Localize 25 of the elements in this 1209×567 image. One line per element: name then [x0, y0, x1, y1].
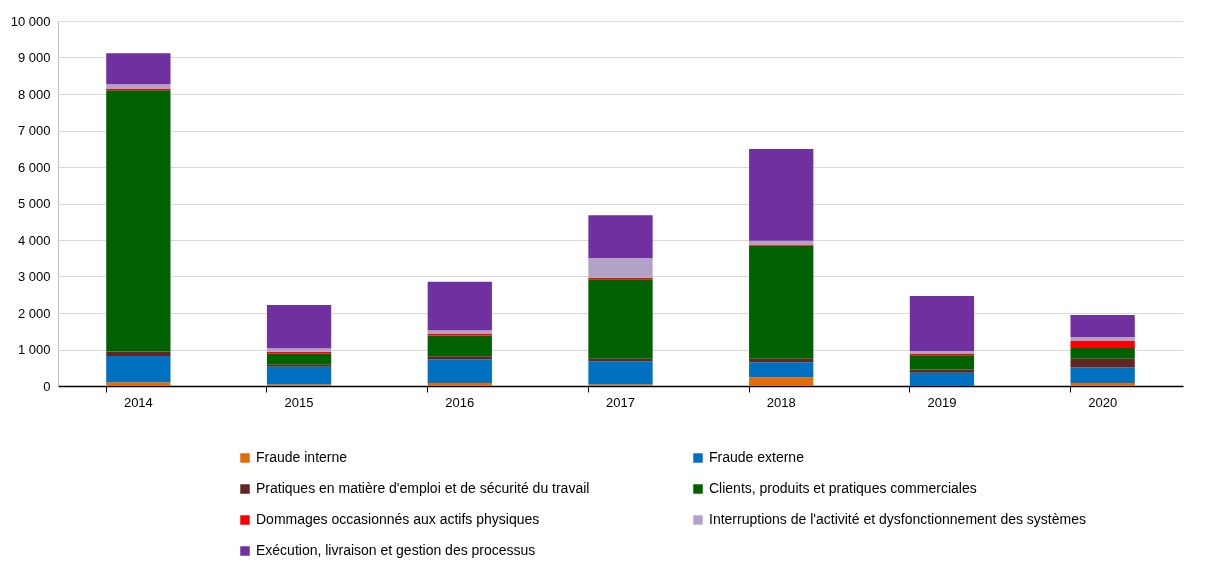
x-tick-label: 2017 [606, 394, 635, 410]
legend-label: Clients, produits et pratiques commerciales [709, 480, 977, 496]
y-tick-label: 7 000 [17, 123, 51, 138]
y-tick-label: 0 [43, 378, 51, 394]
legend-label: Dommages occasionnés aux actifs physiques [256, 511, 540, 527]
y-tick-label: 5 000 [17, 196, 51, 211]
y-tick-label: 10 000 [10, 13, 51, 29]
x-tick-label: 2018 [766, 394, 796, 410]
legend-label: Fraude interne [256, 449, 348, 465]
y-tick-label: 9 000 [17, 50, 51, 65]
y-tick-label: 3 000 [17, 269, 51, 284]
legend-label: Exécution, livraison et gestion des processus [256, 542, 536, 558]
x-tick-label: 2016 [445, 394, 475, 410]
y-tick-label: 4 000 [17, 232, 51, 248]
x-tick-label: 2019 [927, 394, 957, 410]
legend-label: Interruptions de l'activité et dysfonctionnement des systèmes [709, 511, 1086, 527]
legend-label: Pratiques en matière d'emploi et de sécurité du travail [256, 480, 590, 496]
y-tick-label: 6 000 [17, 159, 51, 175]
y-tick-label: 1 000 [17, 342, 51, 357]
y-tick-label: 8 000 [17, 86, 51, 102]
legend-label: Fraude externe [709, 449, 805, 465]
x-tick-label: 2020 [1088, 394, 1118, 410]
x-tick-label: 2014 [123, 394, 153, 410]
x-tick-label: 2015 [284, 394, 314, 410]
y-tick-label: 2 000 [17, 305, 51, 321]
